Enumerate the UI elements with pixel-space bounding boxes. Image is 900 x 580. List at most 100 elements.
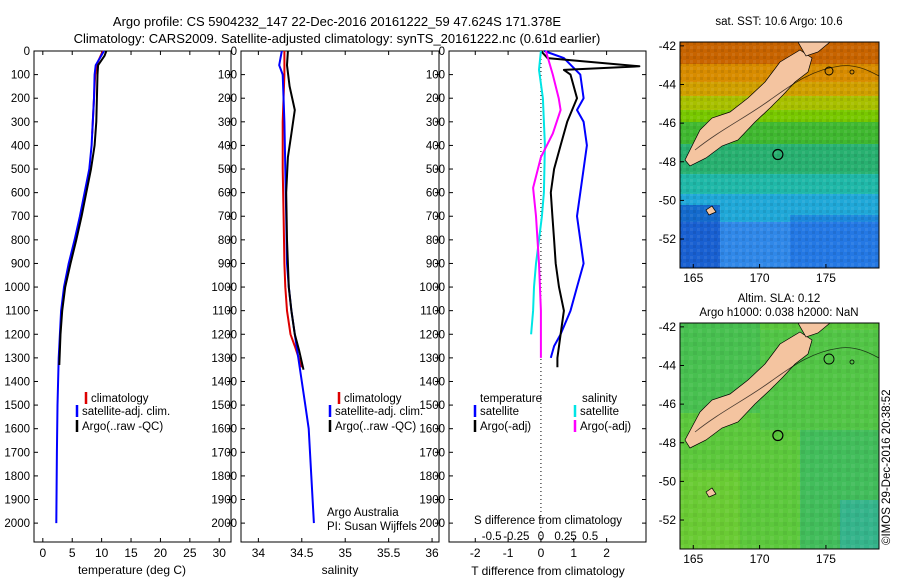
s-tick-label: -0.25 [503,531,529,543]
y-tick-label: 600 [426,188,445,200]
y-tick-label: 1100 [212,306,237,318]
difference-panel: 0100200300400500600700800900100011001200… [419,46,647,578]
s-difference-ticks: -0.5 -0.25 0 0.25 0.5 [482,531,598,543]
sla-map: Altim. SLA: 0.12 Argo h1000: 0.038 h2000… [659,293,880,566]
legend-climatology-label: climatology [91,393,149,405]
y-tick-label: 1800 [4,471,30,483]
y-tick-label: 2000 [419,518,445,530]
x-tick-label: 35.5 [377,546,401,560]
sst-land-north [797,42,831,57]
y-tick-label: 0 [439,46,445,58]
y-tick-label: 900 [426,258,445,270]
map-y-tick-label: -42 [659,39,677,53]
temperature-y-ticks: 0 100 200 300 400 500 600 700 800 900 1000 1100 1200… [4,46,231,530]
legend-argo-label: Argo(..raw -QC) [82,421,163,433]
y-tick-label: 1700 [4,447,30,459]
y-tick-label: 700 [11,211,30,223]
y-tick-label: 600 [11,188,30,200]
y-tick-label: 2000 [211,518,237,530]
y-tick-label: 1900 [4,495,30,507]
y-tick-label: 800 [218,235,237,247]
difference-y-ticks: 0 100 200 300 400 500 600 700 800 900 1000 1100 1200… [419,46,646,530]
series-line [58,50,108,366]
map-y-tick-label: -48 [659,155,677,169]
y-tick-label: 1500 [211,400,237,412]
sst-map: sat. SST: 10.6 Argo: 10.6 -42 -44 -46 -48 -5… [659,16,880,285]
map-x-tick-label: 170 [750,552,770,566]
legend-salinity-heading: salinity [582,393,617,405]
y-tick-label: 200 [426,93,445,105]
legend-temperature-heading: temperature [480,393,542,405]
y-tick-label: 1800 [419,471,445,483]
map-x-tick-label: 170 [750,271,770,285]
y-tick-label: 1700 [211,447,237,459]
x-tick-label: 15 [124,546,138,560]
sla-map-title1: Altim. SLA: 0.12 [738,293,820,305]
x-tick-label: 0 [538,546,545,560]
series-line [55,50,105,524]
x-tick-label: 34.5 [290,546,314,560]
y-tick-label: 1300 [211,353,237,365]
y-tick-label: 0 [231,46,237,58]
y-tick-label: 200 [218,93,237,105]
x-tick-label: 36 [425,546,439,560]
x-tick-label: 34 [252,546,266,560]
difference-series [530,50,641,368]
salinity-y-ticks: 0 100 200 300 400 500 600 700 800 900 1000 1100 1200… [211,46,439,530]
credits-line2: PI: Susan Wijffels [327,521,417,533]
legend-s-satellite-label: satellite [580,406,619,418]
s-tick-label: 0 [538,531,544,543]
legend-t-satellite-label: satellite [480,406,519,418]
y-tick-label: 1700 [419,447,445,459]
y-tick-label: 1100 [420,306,445,318]
sst-field [680,42,879,268]
map-x-tick-label: 175 [816,552,836,566]
x-tick-label: 10 [95,546,109,560]
sst-land-south-island [684,49,813,167]
sst-argo-position-marker [772,148,784,161]
sla-land-north [797,323,831,338]
legend-argo-label-2: Argo(..raw -QC) [335,421,416,433]
temperature-series [55,50,108,524]
sst-land-stewart-island [705,205,717,216]
y-tick-label: 900 [11,258,30,270]
y-tick-label: 1900 [211,495,237,507]
temperature-xlabel: temperature (deg C) [78,563,186,577]
y-tick-label: 500 [11,164,30,176]
salinity-xlabel: salinity [322,563,359,577]
y-tick-label: 300 [426,117,445,129]
x-tick-label: 2 [603,546,610,560]
y-tick-label: 700 [426,211,445,223]
x-tick-label: 0 [39,546,46,560]
y-tick-label: 300 [218,117,237,129]
sla-map-title2: Argo h1000: 0.038 h2000: NaN [699,307,858,319]
y-tick-label: 1300 [4,353,30,365]
sla-land-south-island [684,331,813,449]
y-tick-label: 1000 [4,282,30,294]
x-tick-label: 35 [339,546,353,560]
y-tick-label: 100 [11,70,30,82]
y-tick-label: 400 [218,140,237,152]
salinity-axes-frame [240,50,440,543]
y-tick-label: 400 [426,140,445,152]
sst-map-title: sat. SST: 10.6 Argo: 10.6 [715,16,842,28]
x-tick-label: 1 [570,546,577,560]
map-x-tick-label: 165 [683,271,703,285]
map-y-tick-label: -44 [659,358,677,372]
y-tick-label: 1900 [419,495,445,507]
difference-legend: temperature salinity satellite satellite… [473,393,631,433]
series-line [540,50,641,368]
map-y-tick-label: -50 [659,193,677,207]
y-tick-label: 500 [426,164,445,176]
legend-satellite-label: satellite-adj. clim. [82,406,170,418]
figure-title-line2: Climatology: CARS2009. Satellite-adjuste… [74,31,601,46]
map-y-tick-label: -48 [659,436,677,450]
y-tick-label: 1800 [211,471,237,483]
y-tick-label: 800 [426,235,445,247]
temperature-x-ticks: 0 5 10 15 20 25 30 [39,51,226,560]
map-y-tick-label: -42 [659,320,677,334]
map-y-tick-label: -52 [659,513,677,527]
map-y-tick-label: -52 [659,232,677,246]
s-tick-label: 0.25 [554,531,576,543]
y-tick-label: 800 [11,235,30,247]
